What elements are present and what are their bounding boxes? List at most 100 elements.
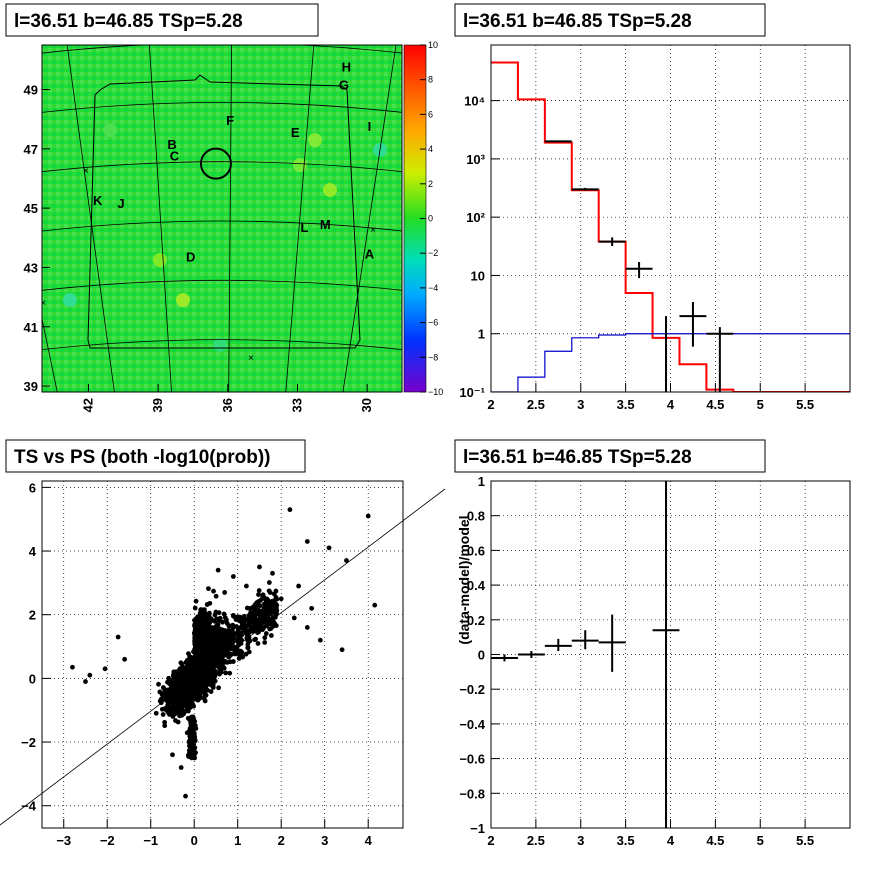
scatter-point (183, 793, 188, 799)
region-label: I (368, 119, 372, 134)
x-tick-label: 33 (289, 398, 304, 412)
scatter-point (191, 752, 197, 758)
scatter-point (160, 696, 166, 702)
scatter-point (208, 616, 214, 622)
ts-map-pixels (42, 45, 402, 392)
survey-boundary (87, 74, 361, 349)
scatter-point (186, 658, 192, 664)
scatter-point (203, 672, 209, 678)
scatter-point (245, 642, 251, 647)
scatter-point (266, 580, 272, 585)
scatter-point (274, 607, 280, 613)
colorbar-tick-label: −4 (428, 283, 438, 293)
scatter-point (170, 752, 175, 758)
x-tick-label: 30 (359, 398, 374, 412)
x-tick-label: 36 (220, 398, 235, 412)
y-tick-label: 39 (24, 379, 38, 394)
scatter-point (247, 638, 253, 644)
source-marker: × (248, 353, 254, 364)
reference-line (0, 488, 446, 826)
scatter-point (252, 611, 257, 617)
y-tick-label: 0 (478, 648, 485, 663)
x-tick-label: 42 (80, 398, 95, 412)
scatter-point (235, 634, 241, 639)
scatter-point (87, 672, 93, 678)
scatter-point (194, 634, 200, 640)
region-label: C (170, 149, 180, 164)
scatter-point (218, 650, 224, 656)
region-label: M (320, 217, 331, 232)
scatter-point (262, 607, 268, 613)
map-blob (63, 293, 77, 307)
scatter-point (304, 539, 310, 544)
scatter-point (263, 631, 269, 636)
scatter-point (115, 634, 121, 640)
scatter-point (196, 643, 202, 648)
map-blob (323, 183, 337, 197)
graticule-lat (42, 45, 402, 54)
scatter-point (188, 715, 194, 721)
x-tick-label: 2.5 (527, 397, 545, 412)
scatter-point (256, 592, 261, 597)
scatter-point (203, 643, 209, 649)
scatter-point (211, 588, 216, 594)
graticule-lon (66, 45, 115, 392)
source-marker: × (370, 225, 376, 236)
scatter-point (365, 513, 371, 519)
x-tick-label: −2 (100, 833, 115, 848)
scatter-point (184, 730, 190, 736)
scatter-point (102, 666, 108, 672)
x-tick-label: 5 (757, 833, 764, 848)
y-tick-label: 43 (24, 260, 38, 275)
scatter-point (227, 641, 233, 647)
source-marker: × (40, 298, 46, 309)
scatter-point (197, 692, 203, 698)
graticule-lat (42, 101, 402, 113)
scatter-point (181, 679, 186, 685)
y-tick-label: −0.6 (459, 752, 485, 767)
x-tick-label: −3 (56, 833, 71, 848)
scatter-point (221, 611, 227, 617)
region-label: D (186, 250, 195, 265)
scatter-point (216, 685, 222, 691)
y-tick-label: 10⁴ (464, 94, 485, 109)
y-tick-label: 0 (29, 671, 36, 686)
scatter-point (266, 601, 272, 607)
region-label: K (93, 193, 103, 208)
graticule-lon (42, 316, 58, 392)
chart-title: l=36.51 b=46.85 TSp=5.28 (463, 11, 692, 32)
x-tick-label: 4.5 (706, 833, 724, 848)
y-axis-label: (data-model)/model (456, 515, 472, 644)
scatter-point (193, 725, 199, 731)
scatter-point (227, 670, 233, 676)
scatter-point (221, 637, 227, 643)
map-area: HG I F E BC K J L M D A × × × × (40, 45, 402, 392)
scatter-point (227, 659, 233, 665)
scatter-point (215, 645, 221, 651)
scatter-point (179, 710, 185, 716)
scatter-point (194, 678, 200, 684)
scatter-point (237, 614, 243, 620)
y-tick-label: 41 (24, 320, 38, 335)
scatter-point (271, 601, 277, 607)
scatter-point (254, 600, 260, 605)
colorbar-tick-label: 10 (428, 40, 438, 50)
scatter-point (216, 610, 222, 616)
y-tick-label: 10² (466, 210, 485, 225)
scatter-point (291, 615, 297, 621)
scatter-point (245, 645, 251, 651)
scatter-point (213, 625, 218, 631)
plot-frame (41, 44, 403, 393)
x-tick-label: 3.5 (617, 397, 635, 412)
scatter-point (199, 674, 204, 680)
scatter-point (193, 598, 199, 604)
colorbar-tick-label: −8 (428, 352, 438, 362)
scatter-point (70, 664, 75, 670)
scatter-point (317, 637, 323, 643)
graticule-lon (228, 45, 232, 392)
scatter-point (199, 678, 205, 684)
graticule-lon (148, 45, 172, 392)
scatter-point (212, 631, 218, 636)
scatter-point (183, 703, 188, 709)
